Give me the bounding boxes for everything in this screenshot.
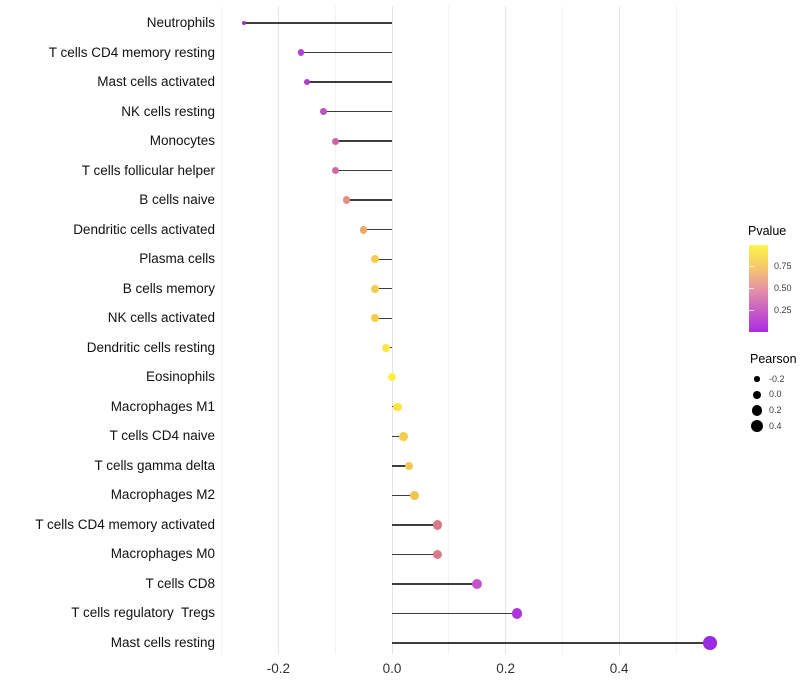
y-axis-label: NK cells resting (121, 103, 215, 119)
lollipop-segment (374, 288, 392, 290)
lollipop-segment (335, 140, 392, 142)
lollipop-dot (331, 137, 339, 145)
y-axis-label: Dendritic cells resting (86, 339, 215, 355)
lollipop-segment (392, 583, 478, 585)
y-axis-label: B cells memory (122, 280, 215, 296)
lollipop-dot (432, 549, 443, 560)
lollipop-segment (392, 465, 410, 467)
lollipop-segment (392, 642, 711, 644)
colorbar-tick (749, 266, 754, 268)
gridline-minor (221, 6, 223, 654)
lollipop-segment (392, 612, 517, 615)
lollipop-dot (331, 167, 339, 175)
lollipop-dot (320, 108, 328, 115)
gridline-major (391, 6, 393, 654)
y-axis-label: Eosinophils (145, 369, 215, 385)
y-axis-label: T cells CD4 memory resting (48, 44, 215, 60)
lollipop-segment (301, 51, 392, 54)
lollipop-segment (374, 317, 392, 319)
lollipop-dot (703, 636, 717, 650)
gridline-minor (448, 6, 450, 654)
x-tick-label: 0.4 (609, 661, 629, 676)
lollipop-dot (511, 608, 523, 619)
lollipop-dot (298, 49, 305, 56)
y-axis-label: T cells CD4 naive (109, 428, 215, 444)
x-tick-label: -0.2 (266, 661, 291, 676)
pearson-size-label: -0.2 (769, 373, 785, 384)
pearson-size-label: 0.2 (769, 404, 782, 415)
lollipop-segment (323, 110, 392, 113)
y-axis-label: T cells gamma delta (94, 457, 215, 473)
lollipop-dot (242, 20, 247, 26)
y-axis-label: Mast cells resting (110, 635, 215, 650)
lollipop-segment (392, 524, 438, 526)
y-axis-label: Macrophages M2 (110, 487, 215, 503)
plot-panel (0, 6, 800, 654)
y-axis-label: Monocytes (149, 133, 215, 149)
gridline-minor (675, 6, 677, 654)
pearson-size-dot (751, 405, 763, 416)
lollipop-dot (399, 432, 408, 441)
lollipop-dot (432, 520, 443, 530)
lollipop-segment (363, 229, 392, 231)
colorbar-tick-label: 0.25 (774, 304, 792, 315)
lollipop-dot (303, 78, 310, 86)
y-axis-label: Mast cells activated (97, 74, 215, 90)
gridline-major (618, 6, 620, 654)
lollipop-segment (306, 81, 392, 83)
gridline-major (505, 6, 507, 654)
y-axis-label: T cells follicular helper (81, 162, 215, 178)
lollipop-dot (393, 402, 402, 412)
gridline-minor (561, 6, 563, 654)
lollipop-segment (244, 22, 392, 24)
x-tick-label: 0.2 (496, 661, 515, 676)
pearson-size-dot (752, 390, 762, 399)
lollipop-dot (382, 343, 391, 352)
colorbar-tick-label: 0.50 (774, 283, 792, 293)
colorbar-tick (749, 288, 754, 289)
lollipop-segment (346, 199, 392, 201)
lollipop-segment (392, 494, 415, 497)
lollipop-dot (387, 373, 397, 382)
pearson-size-dot (754, 376, 760, 382)
lollipop-segment (392, 553, 438, 556)
y-axis-label: B cells naive (139, 192, 215, 208)
lollipop-dot (472, 578, 483, 589)
lollipop-segment (335, 169, 392, 172)
pvalue-legend-title: Pvalue (748, 224, 787, 238)
pearson-legend-title: Pearson (750, 352, 797, 366)
colorbar-tick (749, 309, 754, 311)
pearson-size-label: 0.0 (769, 389, 782, 400)
lollipop-dot (342, 196, 351, 204)
y-axis-label: Dendritic cells activated (73, 221, 215, 237)
pearson-size-dot (750, 420, 764, 433)
y-axis-label: Macrophages M0 (110, 546, 215, 562)
colorbar-tick-label: 0.75 (774, 261, 792, 272)
y-axis-label: Plasma cells (139, 251, 215, 267)
gridline-major (277, 6, 279, 654)
gridline-minor (334, 6, 336, 654)
y-axis-label: Neutrophils (146, 15, 215, 30)
lollipop-dot (370, 284, 379, 293)
lollipop-dot (404, 461, 414, 471)
lollipop-dot (410, 490, 420, 500)
y-axis-label: T cells regulatory Tregs (71, 605, 215, 621)
y-axis-label: NK cells activated (107, 310, 215, 326)
y-axis-label: T cells CD8 (145, 575, 215, 591)
lollipop-segment (392, 435, 404, 437)
lollipop-dot (359, 225, 368, 234)
lollipop-segment (374, 258, 392, 260)
lollipop-dot (370, 255, 379, 264)
lollipop-dot (370, 314, 379, 323)
pvalue-colorbar (749, 245, 768, 332)
y-axis-label: Macrophages M1 (110, 398, 215, 414)
pearson-size-label: 0.4 (769, 420, 782, 431)
x-tick-label: 0.0 (382, 661, 402, 676)
y-axis-label: T cells CD4 memory activated (35, 516, 215, 532)
